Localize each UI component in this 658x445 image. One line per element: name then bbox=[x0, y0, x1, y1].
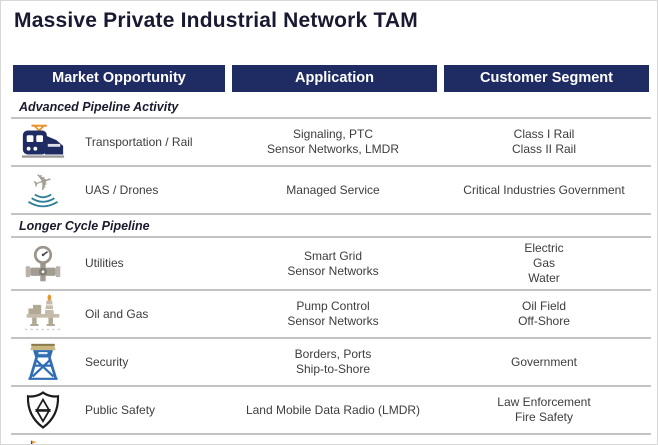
column-header-customer-segment: Customer Segment bbox=[444, 65, 649, 92]
market-opportunity-cell: Utilities bbox=[11, 244, 229, 284]
application-line: Land Mobile Data Radio (LMDR) bbox=[245, 402, 421, 417]
market-label: UAS / Drones bbox=[85, 182, 159, 197]
application-line: Signaling, PTC bbox=[292, 127, 374, 141]
application-cell: Land Mobile Data Radio (LMDR) bbox=[229, 403, 437, 418]
section-label: Longer Cycle Pipeline bbox=[11, 215, 651, 238]
column-header-application: Application bbox=[232, 65, 437, 92]
application-line: Ship-to-Shore bbox=[295, 362, 371, 376]
segment-line: Government bbox=[510, 354, 578, 369]
table-column-headers: Market Opportunity Application Customer … bbox=[13, 65, 649, 92]
market-opportunity-cell: Oil and Gas bbox=[11, 294, 229, 334]
market-opportunity-cell: Security bbox=[11, 342, 229, 382]
segment-line: Class I Rail bbox=[513, 127, 575, 141]
segment-line: Fire Safety bbox=[514, 410, 574, 424]
application-line: Managed Service bbox=[286, 182, 380, 197]
gauge-valve-icon bbox=[19, 244, 67, 284]
segment-line: Water bbox=[528, 271, 560, 285]
market-opportunity-cell: ✈ UAS / Drones bbox=[11, 170, 229, 210]
application-cell: Borders, Ports Ship-to-Shore bbox=[229, 347, 437, 377]
page-title: Massive Private Industrial Network TAM bbox=[14, 9, 418, 32]
watchtower-icon bbox=[19, 342, 67, 382]
application-cell: Signaling, PTC Sensor Networks, LMDR bbox=[229, 127, 437, 157]
table-row: Public Safety Land Mobile Data Radio (LMD… bbox=[11, 387, 651, 435]
segment-line: Critical Industries Government bbox=[463, 182, 625, 197]
segment-line: Gas bbox=[532, 256, 555, 270]
customer-segment-cell: Critical Industries Government bbox=[437, 183, 651, 198]
application-cell: Pump Control Sensor Networks bbox=[229, 299, 437, 329]
oil-rig-icon bbox=[19, 294, 67, 334]
customer-segment-cell: Electric Gas Water bbox=[437, 241, 651, 286]
market-label: Transportation / Rail bbox=[85, 134, 193, 149]
table-row: Transportation / Rail Signaling, PTC Senso… bbox=[11, 119, 651, 167]
tower-plane-icon: ✈ bbox=[19, 438, 67, 444]
segment-line: Class II Rail bbox=[511, 142, 576, 156]
drone-icon: ✈ bbox=[19, 170, 67, 210]
segment-line: Law Enforcement bbox=[497, 395, 591, 409]
table-body: Advanced Pipeline Activity Transportatio… bbox=[11, 96, 651, 444]
market-opportunity-cell: Public Safety bbox=[11, 390, 229, 430]
market-label: Oil and Gas bbox=[85, 306, 149, 321]
svg-text:✈: ✈ bbox=[29, 170, 56, 198]
table-row: ✈ AviationAeroMACSAirports bbox=[11, 435, 651, 444]
market-opportunity-cell: ✈ Aviation bbox=[11, 438, 229, 444]
table-row: Security Borders, Ports Ship-to-Shore Gover… bbox=[11, 339, 651, 387]
application-cell: Smart Grid Sensor Networks bbox=[229, 249, 437, 279]
customer-segment-cell: Class I Rail Class II Rail bbox=[437, 127, 651, 157]
table-row: Utilities Smart Grid Sensor Networks Electr… bbox=[11, 238, 651, 291]
column-header-market-opportunity: Market Opportunity bbox=[13, 65, 225, 92]
segment-line: Off-Shore bbox=[518, 314, 570, 328]
segment-line: Oil Field bbox=[521, 299, 566, 313]
application-line: Sensor Networks, LMDR bbox=[266, 142, 400, 156]
shield-star-icon bbox=[19, 390, 67, 430]
application-line: Smart Grid bbox=[303, 248, 362, 263]
section-label: Advanced Pipeline Activity bbox=[11, 96, 651, 119]
market-label: Public Safety bbox=[85, 402, 156, 417]
customer-segment-cell: Law Enforcement Fire Safety bbox=[437, 395, 651, 425]
application-line: Sensor Networks bbox=[287, 263, 379, 278]
customer-segment-cell: Government bbox=[437, 355, 651, 370]
application-cell: Managed Service bbox=[229, 183, 437, 198]
table-row: Oil and Gas Pump Control Sensor Networks Oi… bbox=[11, 291, 651, 339]
application-line: Pump Control bbox=[296, 299, 370, 313]
segment-line: Electric bbox=[524, 241, 564, 255]
application-line: Borders, Ports bbox=[294, 347, 372, 361]
application-line: Sensor Networks bbox=[287, 314, 379, 328]
market-opportunity-cell: Transportation / Rail bbox=[11, 122, 229, 162]
table-row: ✈ UAS / Drones Managed Service Critical In… bbox=[11, 167, 651, 215]
customer-segment-cell: Oil Field Off-Shore bbox=[437, 299, 651, 329]
market-label: Utilities bbox=[85, 256, 124, 270]
market-label: Security bbox=[85, 354, 129, 369]
train-icon bbox=[19, 122, 67, 162]
